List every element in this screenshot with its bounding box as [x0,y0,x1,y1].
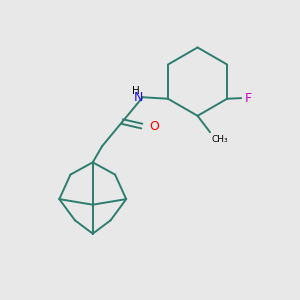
Text: H: H [132,86,140,96]
Text: O: O [149,120,159,133]
Text: F: F [245,92,252,105]
Text: N: N [134,91,144,104]
Text: CH₃: CH₃ [212,134,228,143]
